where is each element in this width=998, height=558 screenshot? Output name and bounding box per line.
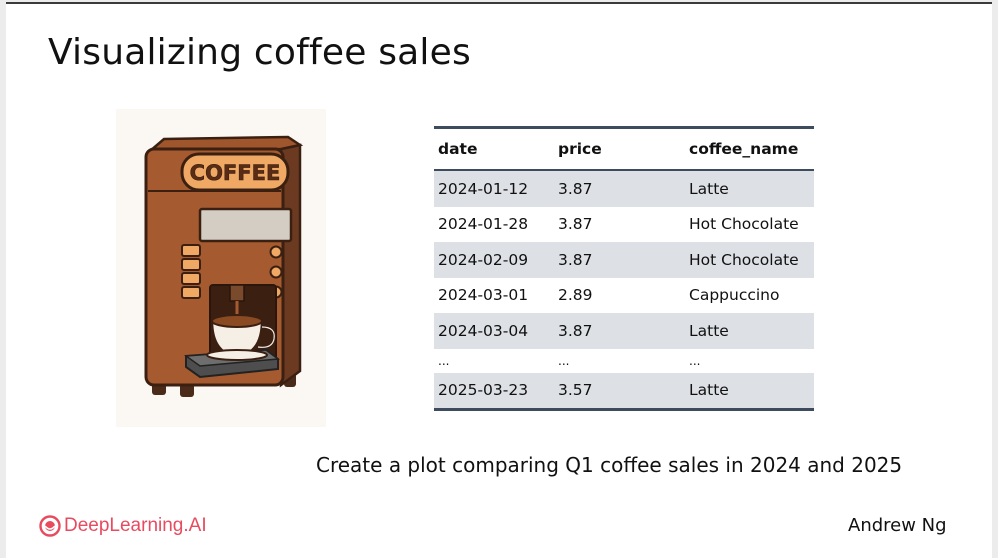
table-cell-price: 3.57 [554, 372, 685, 410]
column-header: date [434, 127, 554, 171]
table-row: 2024-03-04 3.87 Latte [434, 313, 814, 349]
column-header: coffee_name [685, 127, 814, 171]
table-cell-date: 2025-03-23 [434, 372, 554, 410]
deeplearning-ai-logo-icon [39, 515, 61, 537]
slide-caption: Create a plot comparing Q1 coffee sales … [316, 453, 903, 477]
table-cell-coffee-name: Cappuccino [689, 286, 780, 305]
table-cell-price: 3.87 [558, 215, 593, 234]
table-row: 2024-01-12 3.87 Latte [434, 170, 814, 207]
coffee-sales-table: date price coffee_name 2024-01-12 3.87 L… [434, 126, 814, 411]
coffee-machine-icon: COFFEE [144, 135, 304, 397]
table-cell-price: 3.87 [554, 170, 685, 207]
table-cell-date: 2024-02-09 [434, 242, 554, 278]
table-cell-date: 2024-03-04 [434, 313, 554, 349]
table-cell-coffee-name: Hot Chocolate [689, 215, 799, 234]
table-cell-coffee-name: Hot Chocolate [685, 242, 814, 278]
coffee-machine-illustration: COFFEE [116, 109, 326, 427]
author-name: Andrew Ng [848, 515, 947, 536]
table-cell-price: 3.87 [554, 313, 685, 349]
table-cell-coffee-name: Latte [685, 372, 814, 410]
table-cell-price: ... [558, 353, 570, 368]
coffee-sign-text: COFFEE [190, 161, 281, 185]
table-cell-date: ... [438, 353, 450, 368]
table-cell-price: 2.89 [558, 286, 593, 305]
table-row-ellipsis: ... ... ... [434, 349, 814, 373]
table-row: 2024-01-28 3.87 Hot Chocolate [434, 207, 814, 243]
table-row: 2024-02-09 3.87 Hot Chocolate [434, 242, 814, 278]
table-cell-coffee-name: ... [689, 353, 701, 368]
table-cell-price: 3.87 [554, 242, 685, 278]
table-row: 2025-03-23 3.57 Latte [434, 372, 814, 410]
page-title: Visualizing coffee sales [48, 32, 471, 73]
column-header: price [554, 127, 685, 171]
table-row: 2024-03-01 2.89 Cappuccino [434, 278, 814, 314]
table-cell-coffee-name: Latte [685, 170, 814, 207]
table-header-row: date price coffee_name [434, 127, 814, 171]
brand-name: DeepLearning.AI [64, 515, 207, 536]
table-cell-date: 2024-03-01 [438, 286, 529, 305]
table-cell-date: 2024-01-28 [438, 215, 529, 234]
slide: Visualizing coffee sales COFFEE [6, 2, 992, 558]
brand-logo: DeepLearning.AI [39, 515, 207, 537]
table-cell-date: 2024-01-12 [434, 170, 554, 207]
table-cell-coffee-name: Latte [685, 313, 814, 349]
